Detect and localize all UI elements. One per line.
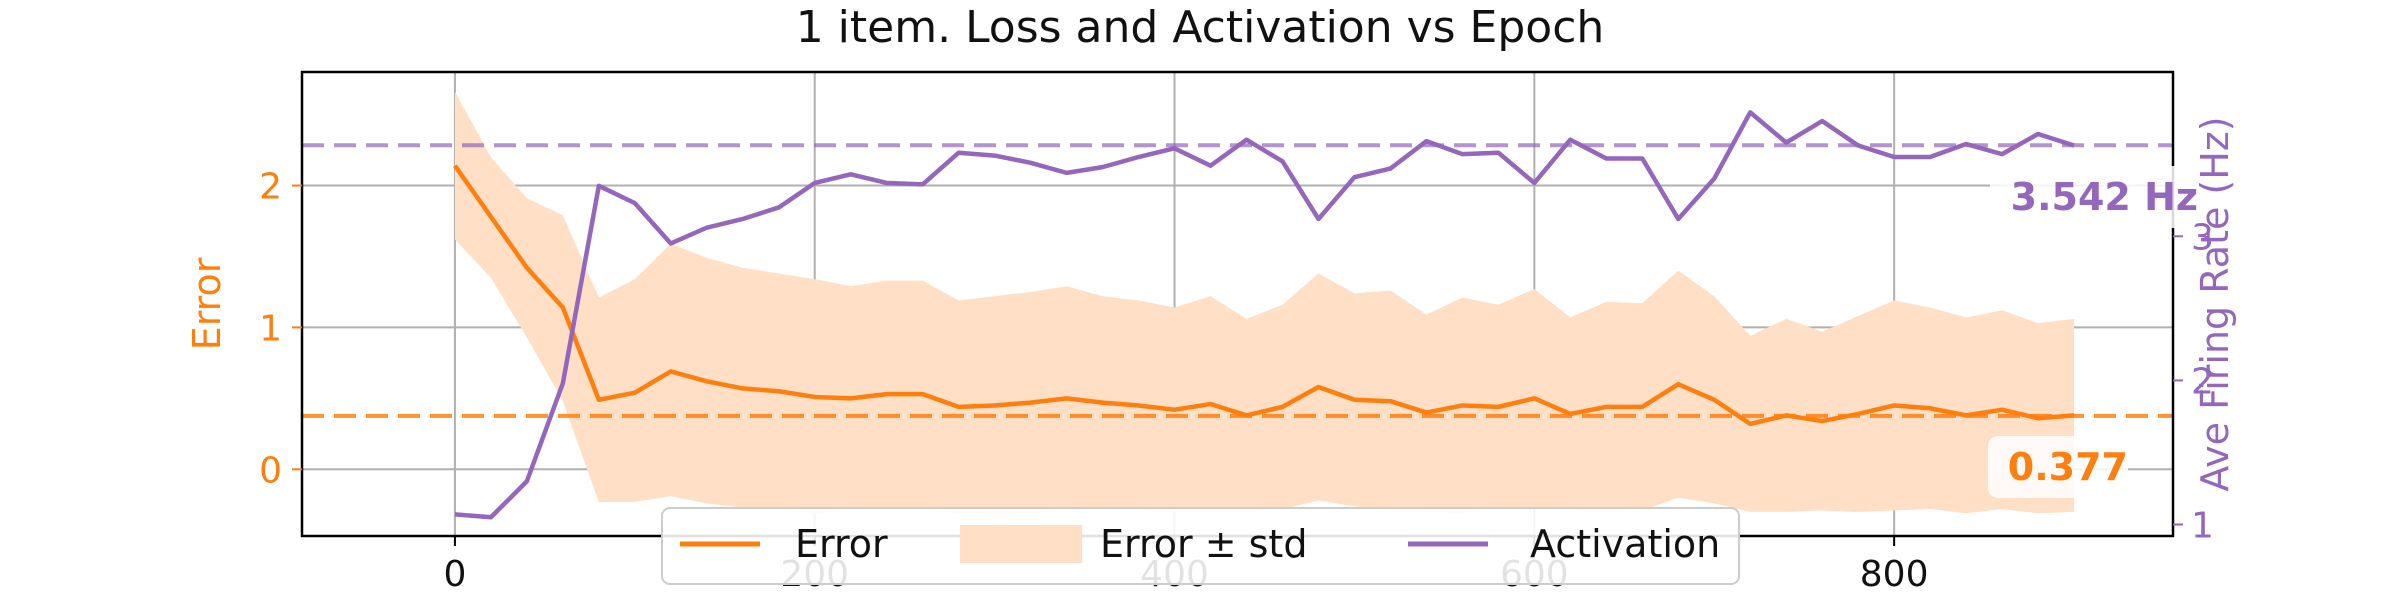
legend-label-activation: Activation [1530,522,1720,566]
right-tick-label: 3 [2191,217,2214,258]
right-tick-label: 2 [2191,361,2214,402]
left-tick-label: 2 [259,167,282,208]
right-tick-label: 1 [2191,505,2214,546]
legend-label-error-std: Error ± std [1100,522,1307,566]
error-line [453,164,2075,427]
error-std-band [454,91,2075,515]
right-axis-label: Ave Firing Rate (Hz) [2193,116,2237,491]
left-tick-label: 0 [259,450,282,491]
x-tick-label: 800 [1860,554,1929,595]
plot-series-group [302,91,2173,520]
left-tick-label: 1 [259,308,282,349]
legend-box [661,507,1740,585]
x-tick-label: 0 [443,554,466,595]
activation-value-badge [1990,166,2198,228]
legend-swatch-error-std [960,525,1082,563]
error-value-badge [1988,436,2128,498]
chart-title: 1 item. Loss and Activation vs Epoch [796,2,1605,53]
legend-label-error: Error [795,522,888,566]
left-axis-label: Error [185,257,229,350]
error-mean-value: 0.377 [2008,445,2128,489]
activation-line [454,110,2075,520]
activation-mean-value: 3.542 Hz [2011,175,2198,219]
